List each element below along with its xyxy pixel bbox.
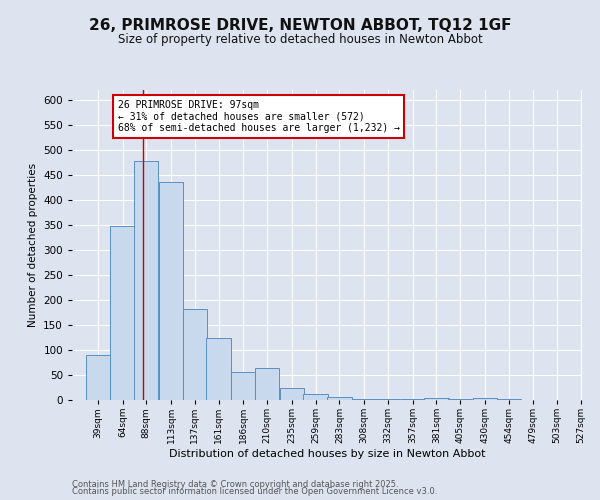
Y-axis label: Number of detached properties: Number of detached properties [28, 163, 38, 327]
X-axis label: Distribution of detached houses by size in Newton Abbot: Distribution of detached houses by size … [169, 449, 485, 459]
Bar [497, 398, 521, 400]
Bar [424, 398, 449, 400]
Bar [206, 338, 230, 400]
Bar [352, 398, 376, 400]
Bar [327, 396, 352, 400]
Bar [304, 394, 328, 400]
Bar [182, 309, 207, 400]
Bar [401, 398, 425, 400]
Text: 26 PRIMROSE DRIVE: 97sqm
← 31% of detached houses are smaller (572)
68% of semi-: 26 PRIMROSE DRIVE: 97sqm ← 31% of detach… [118, 100, 400, 133]
Text: Contains public sector information licensed under the Open Government Licence v3: Contains public sector information licen… [72, 488, 437, 496]
Bar [376, 398, 400, 400]
Bar [86, 355, 110, 400]
Bar [448, 398, 472, 400]
Text: 26, PRIMROSE DRIVE, NEWTON ABBOT, TQ12 1GF: 26, PRIMROSE DRIVE, NEWTON ABBOT, TQ12 1… [89, 18, 511, 32]
Bar [231, 372, 256, 400]
Bar [473, 398, 497, 400]
Bar [110, 226, 134, 400]
Bar [159, 182, 183, 400]
Bar [280, 388, 304, 400]
Text: Size of property relative to detached houses in Newton Abbot: Size of property relative to detached ho… [118, 32, 482, 46]
Bar [134, 161, 158, 400]
Bar [255, 368, 279, 400]
Text: Contains HM Land Registry data © Crown copyright and database right 2025.: Contains HM Land Registry data © Crown c… [72, 480, 398, 489]
